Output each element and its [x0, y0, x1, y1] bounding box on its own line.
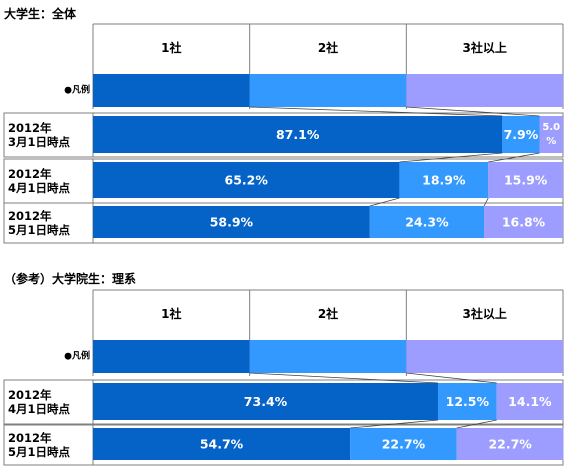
chart1-bar-r3-s3 — [484, 206, 563, 238]
chart1-row-label-year-3: 2012年 — [8, 209, 52, 223]
chart1-row-label-date-1: 3月1日時点 — [8, 135, 71, 149]
chart2-connector — [456, 419, 497, 429]
chart1-data-label-r2-s3: 15.9% — [504, 173, 548, 188]
chart1-data-label-r3-s1: 58.9% — [210, 215, 254, 230]
chart1-connector — [249, 106, 503, 117]
chart2-bar-r2-s1 — [93, 428, 351, 460]
chart1-connector — [369, 197, 400, 207]
chart1-row-label-year-2: 2012年 — [8, 167, 52, 181]
chart1-row-label-year-1: 2012年 — [8, 121, 52, 135]
chart2-data-label-r1-s2: 12.5% — [446, 394, 490, 409]
chart2-bar-r2-s2 — [350, 428, 457, 460]
chart1-legend-swatch-2 — [249, 74, 407, 107]
chart2-title: （参考）大学院生：理系 — [4, 272, 137, 286]
chart1-bar-r1-s3 — [539, 116, 563, 153]
chart1-bar-r2-s3 — [488, 162, 563, 198]
chart1-bar-r1-s2 — [502, 116, 540, 153]
chart1-bar-r3-s2 — [369, 206, 485, 238]
chart1-connector — [406, 106, 540, 117]
chart1-connector — [483, 197, 489, 207]
chart1-row-label-date-2: 4月1日時点 — [8, 181, 71, 195]
chart2-connector — [249, 372, 439, 384]
chart1-connector — [488, 152, 540, 163]
chart1-legend-swatch-3 — [406, 74, 563, 107]
chart2-legend-swatch-1 — [93, 340, 250, 373]
chart1-header-series-3: 3社以上 — [462, 40, 506, 55]
chart1-data-label-r1-s3: 5.0 — [542, 122, 560, 133]
chart1-data-label-r1-s2: 7.9% — [504, 127, 539, 142]
chart1-data-label-r1-s3-tail: % — [546, 136, 556, 147]
chart1-bar-r1-s1 — [93, 116, 503, 153]
chart1-header-series-1: 1社 — [161, 40, 181, 55]
chart1-data-label-r2-s1: 65.2% — [225, 173, 269, 188]
chart2-data-label-r1-s1: 73.4% — [244, 394, 288, 409]
chart2-row-label-date-2: 5月1日時点 — [8, 445, 71, 459]
chart1-legend-swatch-1 — [93, 74, 250, 107]
chart1-bar-r2-s1 — [93, 162, 400, 198]
chart1-data-label-r3-s2: 24.3% — [405, 215, 449, 230]
chart1-data-label-r2-s2: 18.9% — [422, 173, 466, 188]
chart2-header-series-1: 1社 — [161, 306, 181, 321]
chart2-bar-r1-s1 — [93, 383, 438, 420]
chart2-bar-r2-s3 — [456, 428, 564, 460]
chart2-connector — [406, 372, 497, 384]
chart2-legend-swatch-3 — [406, 340, 563, 373]
chart1-header-series-2: 2社 — [318, 40, 338, 55]
chart2-header-series-3: 3社以上 — [462, 306, 506, 321]
chart2-bar-r1-s3 — [496, 383, 563, 420]
chart2-data-label-r2-s2: 22.7% — [382, 437, 426, 452]
chart1-data-label-r1-s1: 87.1% — [276, 127, 320, 142]
chart2-data-label-r2-s3: 22.7% — [488, 437, 532, 452]
chart2-header-series-2: 2社 — [318, 306, 338, 321]
chart1-bar-r2-s2 — [399, 162, 489, 198]
chart2-row-label-year-2: 2012年 — [8, 431, 52, 445]
chart1-title: 大学生：全体 — [4, 7, 77, 21]
chart2-row-label-year-1: 2012年 — [8, 388, 52, 402]
chart2-legend-label: ●凡例 — [64, 350, 90, 362]
chart2-data-label-r1-s3: 14.1% — [508, 394, 552, 409]
chart2-legend-swatch-2 — [249, 340, 407, 373]
chart2-data-label-r2-s1: 54.7% — [200, 437, 244, 452]
chart2-row-label-date-1: 4月1日時点 — [8, 402, 71, 416]
chart1-row-label-date-3: 5月1日時点 — [8, 223, 71, 237]
chart1-legend-label: ●凡例 — [64, 84, 90, 96]
chart2-connector — [350, 419, 439, 429]
chart1-bar-r3-s1 — [93, 206, 370, 238]
chart2-bar-r1-s2 — [437, 383, 497, 420]
chart1-connector — [399, 152, 503, 163]
chart1-data-label-r3-s3: 16.8% — [502, 215, 546, 230]
